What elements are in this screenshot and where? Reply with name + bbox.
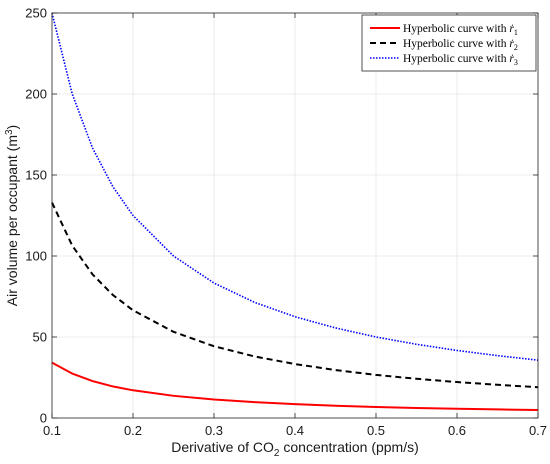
series-line-1 (51, 361, 539, 412)
x-tick-label: 0.6 (448, 423, 466, 438)
y-tick-label: 200 (25, 87, 47, 102)
legend-label-1: Hyperbolic curve with ṙ1 (403, 23, 518, 37)
series-line-2 (51, 202, 539, 389)
y-tick-label: 250 (25, 6, 47, 21)
y-tick-label: 100 (25, 249, 47, 264)
legend-label-2: Hyperbolic curve with ṙ2 (403, 38, 518, 52)
y-axis-title: Air volume per occupant (m3) (4, 125, 20, 306)
y-tick-label: 0 (40, 411, 47, 426)
legend-label-3: Hyperbolic curve with ṙ3 (403, 53, 518, 67)
y-tick-label: 50 (33, 330, 47, 345)
x-tick-label: 0.5 (367, 423, 385, 438)
x-tick-label: 0.1 (43, 423, 61, 438)
x-tick-label: 0.2 (124, 423, 142, 438)
x-tick-label: 0.3 (205, 423, 223, 438)
curves (51, 12, 539, 412)
x-tick-label: 0.7 (529, 423, 547, 438)
y-tick-label: 150 (25, 168, 47, 183)
tick-labels: 0.1 0.2 0.3 0.4 0.5 0.6 0.7 0 50 100 150 200 250 (25, 6, 547, 439)
x-axis-title: Derivative of CO2 concentration (ppm/s) (171, 439, 419, 459)
x-tick-label: 0.4 (286, 423, 304, 438)
